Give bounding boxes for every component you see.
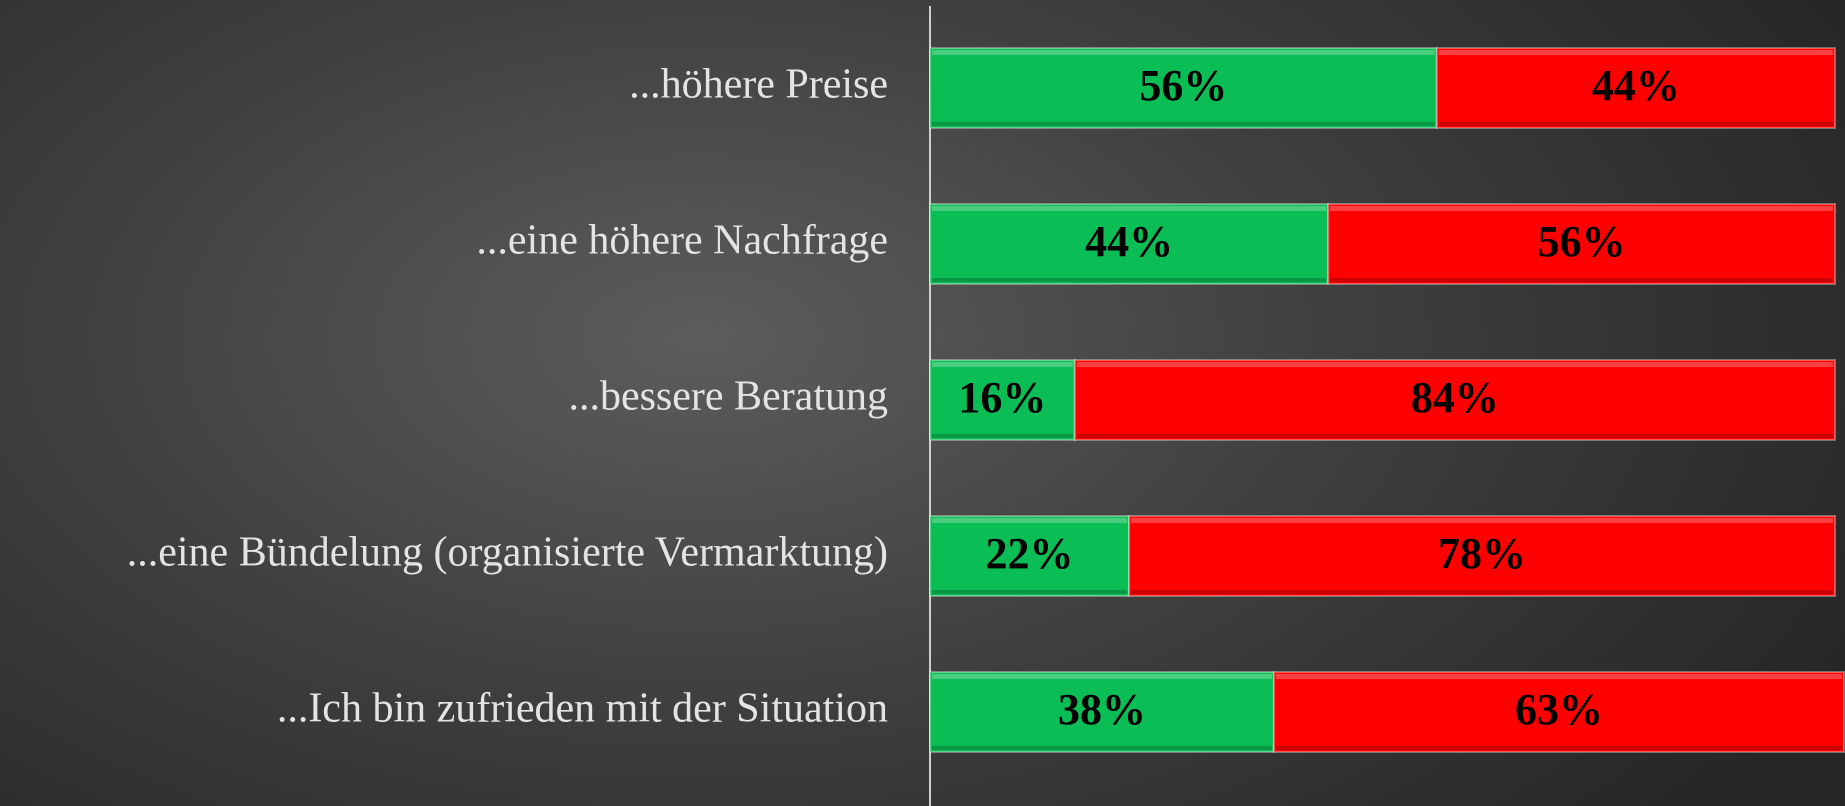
bar-segment xyxy=(1128,515,1836,597)
bar-highlight xyxy=(932,674,1272,679)
value-label: 84% xyxy=(1411,373,1499,422)
value-label: 56% xyxy=(1538,217,1626,266)
category-label: ...eine Bündelung (organisierte Vermarkt… xyxy=(127,530,888,576)
bar-shadow xyxy=(932,434,1073,438)
bar-segment xyxy=(929,671,1275,753)
value-label: 44% xyxy=(1592,61,1680,110)
value-label: 56% xyxy=(1139,61,1227,110)
bar-highlight xyxy=(932,50,1435,55)
bar-segment xyxy=(929,203,1330,285)
bar-segment xyxy=(1327,203,1836,285)
bar-shadow xyxy=(932,590,1128,594)
category-label: ...höhere Preise xyxy=(629,62,888,108)
bar-shadow xyxy=(1275,746,1843,750)
bar-shadow xyxy=(932,278,1327,282)
bar-highlight xyxy=(1330,206,1833,211)
value-label: 44% xyxy=(1085,217,1173,266)
category-label: ...bessere Beratung xyxy=(568,374,888,420)
bar-segment xyxy=(1272,671,1845,753)
value-label: 63% xyxy=(1515,685,1603,734)
value-label: 38% xyxy=(1058,685,1146,734)
category-label: ...eine höhere Nachfrage xyxy=(476,218,888,264)
bar-segment xyxy=(1435,47,1837,129)
bar-shadow xyxy=(1438,122,1833,126)
value-label: 78% xyxy=(1438,529,1526,578)
bar-highlight xyxy=(932,518,1128,523)
bar-highlight xyxy=(1438,50,1833,55)
bar-highlight xyxy=(1076,362,1833,367)
value-label: 16% xyxy=(958,373,1046,422)
bar-shadow xyxy=(932,122,1435,126)
category-label: ...Ich bin zufrieden mit der Situation xyxy=(277,686,888,732)
bar-highlight xyxy=(932,206,1327,211)
bar-shadow xyxy=(1076,434,1833,438)
bar-shadow xyxy=(1131,590,1833,594)
bar-shadow xyxy=(932,746,1272,750)
bar-highlight xyxy=(932,362,1073,367)
bar-highlight xyxy=(1131,518,1833,523)
bar-shadow xyxy=(1330,278,1833,282)
bar-segment xyxy=(1073,359,1837,441)
value-label: 22% xyxy=(986,529,1074,578)
bar-highlight xyxy=(1275,674,1843,679)
